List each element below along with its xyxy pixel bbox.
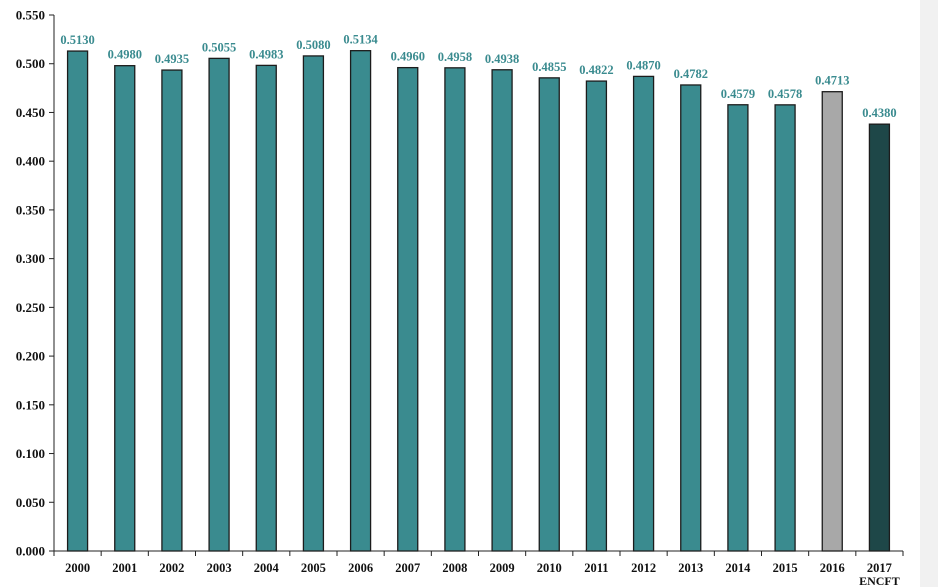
bar-2007 xyxy=(397,66,419,552)
bar-2013 xyxy=(680,84,702,552)
data-label-2012: 0.4870 xyxy=(626,58,660,72)
x-tick-label-2017: 2017 xyxy=(867,561,892,575)
x-tick-label-2010: 2010 xyxy=(537,561,562,575)
x-tick-label-2013: 2013 xyxy=(678,561,703,575)
bar-2014 xyxy=(727,104,749,552)
x-tick-label-2000: 2000 xyxy=(65,561,90,575)
bar-2009 xyxy=(491,69,513,552)
bar-2004 xyxy=(255,64,277,552)
data-label-2013: 0.4782 xyxy=(674,67,708,81)
x-tick-label-2001: 2001 xyxy=(112,561,137,575)
x-tick-label-2015: 2015 xyxy=(773,561,798,575)
data-label-2017: 0.4380 xyxy=(862,106,896,120)
data-label-2001: 0.4980 xyxy=(108,48,142,62)
data-label-2006: 0.5134 xyxy=(343,33,378,47)
bar-2005 xyxy=(302,55,325,552)
x-tick-label-2007: 2007 xyxy=(395,561,420,575)
x-tick-label-2008: 2008 xyxy=(442,561,467,575)
bar-2011 xyxy=(585,80,608,552)
bar-2003 xyxy=(208,57,230,552)
y-tick-label: 0.300 xyxy=(16,251,45,266)
data-label-2014: 0.4579 xyxy=(721,87,755,101)
x-tick-label-2002: 2002 xyxy=(159,561,184,575)
data-label-2010: 0.4855 xyxy=(532,60,566,74)
x-tick-label-2012: 2012 xyxy=(631,561,656,575)
x-tick-label-2014: 2014 xyxy=(725,561,751,575)
y-axis: 0.000 0.050 0.100 0.150 0.200 0.250 0.300 0.350… xyxy=(16,8,54,559)
data-label-2007: 0.4960 xyxy=(391,50,425,64)
y-tick-label: 0.250 xyxy=(16,300,45,315)
y-tick-label: 0.400 xyxy=(16,154,45,169)
data-label-2011: 0.4822 xyxy=(579,63,613,77)
x-axis: 2000 2001 2002 2003 2004 2005 2006 2007 2008 2009… xyxy=(53,551,904,587)
y-tick-label: 0.500 xyxy=(16,56,45,71)
bar-2016 xyxy=(821,91,843,552)
x-tick-label-2006: 2006 xyxy=(348,561,373,575)
bar-2012 xyxy=(632,75,655,552)
bar-2001 xyxy=(114,65,136,552)
bar-2008 xyxy=(444,67,466,552)
y-tick-label: 0.150 xyxy=(16,397,45,412)
x-tick-label-2011: 2011 xyxy=(584,561,608,575)
y-tick-label: 0.050 xyxy=(16,495,45,510)
bar-2015 xyxy=(774,104,796,552)
y-tick-label: 0.100 xyxy=(16,446,45,461)
data-label-2002: 0.4935 xyxy=(155,52,189,66)
data-label-2008: 0.4958 xyxy=(438,50,472,64)
data-label-2009: 0.4938 xyxy=(485,52,519,66)
y-tick-label: 0.550 xyxy=(16,8,45,23)
y-tick-label: 0.350 xyxy=(16,202,45,217)
x-tick-label-2004: 2004 xyxy=(254,561,280,575)
x-tick-sublabel-2017: ENCFT xyxy=(859,574,900,587)
bars-group xyxy=(66,50,891,552)
y-tick-label: 0.200 xyxy=(16,349,45,364)
y-tick-label: 0.000 xyxy=(16,544,45,559)
x-tick-label-2003: 2003 xyxy=(207,561,232,575)
data-label-2004: 0.4983 xyxy=(249,47,283,61)
y-tick-label: 0.450 xyxy=(16,105,45,120)
x-tick-label-2009: 2009 xyxy=(490,561,515,575)
data-label-2003: 0.5055 xyxy=(202,40,236,54)
bar-2000 xyxy=(66,50,89,552)
data-labels-group: 0.5130 0.4980 0.4935 0.5055 0.4983 0.5080 0.51… xyxy=(60,33,896,120)
bar-2017 xyxy=(868,123,891,552)
data-label-2015: 0.4578 xyxy=(768,87,802,101)
window-edge xyxy=(920,0,938,587)
x-tick-label-2016: 2016 xyxy=(820,561,845,575)
bar-2002 xyxy=(161,69,183,552)
bar-2010 xyxy=(538,77,560,552)
data-label-2000: 0.5130 xyxy=(60,33,94,47)
data-label-2016: 0.4713 xyxy=(815,74,849,88)
bar-2006 xyxy=(349,50,372,552)
data-label-2005: 0.5080 xyxy=(296,38,330,52)
x-tick-label-2005: 2005 xyxy=(301,561,326,575)
